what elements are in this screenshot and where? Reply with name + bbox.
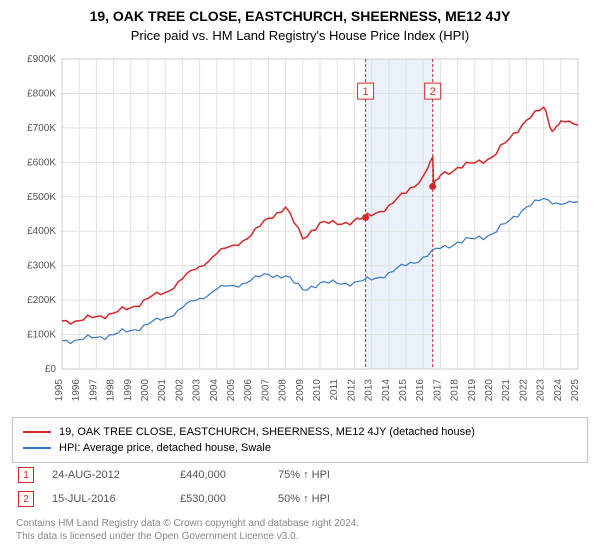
chart-svg: £0 £100K £200K £300K £400K £500K £600K £700K £80…: [12, 49, 588, 409]
svg-text:1997: 1997: [88, 379, 99, 402]
svg-text:1: 1: [363, 86, 369, 98]
svg-text:2017: 2017: [432, 379, 443, 402]
svg-text:2016: 2016: [415, 379, 426, 402]
svg-text:2021: 2021: [501, 379, 512, 402]
chart-subtitle: Price paid vs. HM Land Registry's House …: [12, 28, 588, 43]
svg-text:2025: 2025: [570, 379, 581, 402]
sale-row: 2 15-JUL-2016 £530,000 50% ↑ HPI: [12, 487, 588, 511]
chart-title: 19, OAK TREE CLOSE, EASTCHURCH, SHEERNES…: [12, 8, 588, 24]
legend-row: 19, OAK TREE CLOSE, EASTCHURCH, SHEERNES…: [23, 424, 577, 440]
svg-text:2: 2: [430, 86, 436, 98]
chart-container: 19, OAK TREE CLOSE, EASTCHURCH, SHEERNES…: [0, 0, 600, 553]
svg-text:2014: 2014: [381, 379, 392, 402]
svg-text:1998: 1998: [106, 379, 117, 402]
svg-text:£0: £0: [45, 364, 57, 375]
svg-text:2002: 2002: [174, 379, 185, 402]
svg-text:2000: 2000: [140, 379, 151, 402]
chart-plot-area: £0 £100K £200K £300K £400K £500K £600K £700K £80…: [12, 49, 588, 409]
sale-marker: 2: [18, 491, 34, 507]
legend-row: HPI: Average price, detached house, Swal…: [23, 440, 577, 456]
svg-text:£300K: £300K: [27, 261, 56, 272]
sale-hpi: 50% ↑ HPI: [278, 493, 358, 505]
sale-date: 24-AUG-2012: [52, 469, 162, 481]
svg-text:2007: 2007: [260, 379, 271, 402]
sales-rows: 1 24-AUG-2012 £440,000 75% ↑ HPI 2 15-JUL-201…: [12, 463, 588, 511]
svg-text:2005: 2005: [226, 379, 237, 402]
legend-swatch: [23, 447, 51, 449]
legend-label: HPI: Average price, detached house, Swal…: [59, 442, 271, 454]
svg-text:2023: 2023: [536, 379, 547, 402]
svg-text:2024: 2024: [553, 379, 564, 402]
footer-line-2: This data is licensed under the Open Gov…: [16, 530, 584, 543]
svg-text:£600K: £600K: [27, 157, 56, 168]
svg-text:1995: 1995: [54, 379, 65, 402]
svg-text:2012: 2012: [346, 379, 357, 402]
svg-text:£100K: £100K: [27, 330, 56, 341]
sale-hpi: 75% ↑ HPI: [278, 469, 358, 481]
svg-text:2020: 2020: [484, 379, 495, 402]
svg-text:£700K: £700K: [27, 123, 56, 134]
svg-text:2015: 2015: [398, 379, 409, 402]
svg-text:2019: 2019: [467, 379, 478, 402]
svg-text:1996: 1996: [71, 379, 82, 402]
svg-text:2011: 2011: [329, 379, 340, 401]
svg-text:£900K: £900K: [27, 54, 56, 65]
svg-text:2006: 2006: [243, 379, 254, 402]
svg-text:2009: 2009: [295, 379, 306, 402]
svg-text:£800K: £800K: [27, 88, 56, 99]
svg-text:2018: 2018: [450, 379, 461, 402]
svg-text:1999: 1999: [123, 379, 134, 402]
sale-price: £440,000: [180, 469, 260, 481]
footer-attribution: Contains HM Land Registry data © Crown c…: [12, 517, 588, 543]
svg-text:£200K: £200K: [27, 295, 56, 306]
sale-price: £530,000: [180, 493, 260, 505]
svg-text:£400K: £400K: [27, 226, 56, 237]
legend-box: 19, OAK TREE CLOSE, EASTCHURCH, SHEERNES…: [12, 417, 588, 463]
svg-text:2001: 2001: [157, 379, 168, 402]
svg-text:2022: 2022: [518, 379, 529, 402]
sale-row: 1 24-AUG-2012 £440,000 75% ↑ HPI: [12, 463, 588, 487]
footer-line-1: Contains HM Land Registry data © Crown c…: [16, 517, 584, 530]
legend-swatch: [23, 431, 51, 433]
svg-text:2010: 2010: [312, 379, 323, 402]
legend-label: 19, OAK TREE CLOSE, EASTCHURCH, SHEERNES…: [59, 426, 475, 438]
svg-text:2008: 2008: [278, 379, 289, 402]
sale-date: 15-JUL-2016: [52, 493, 162, 505]
svg-text:2003: 2003: [192, 379, 203, 402]
svg-text:2004: 2004: [209, 379, 220, 402]
svg-text:£500K: £500K: [27, 192, 56, 203]
svg-text:2013: 2013: [364, 379, 375, 402]
sale-marker: 1: [18, 467, 34, 483]
